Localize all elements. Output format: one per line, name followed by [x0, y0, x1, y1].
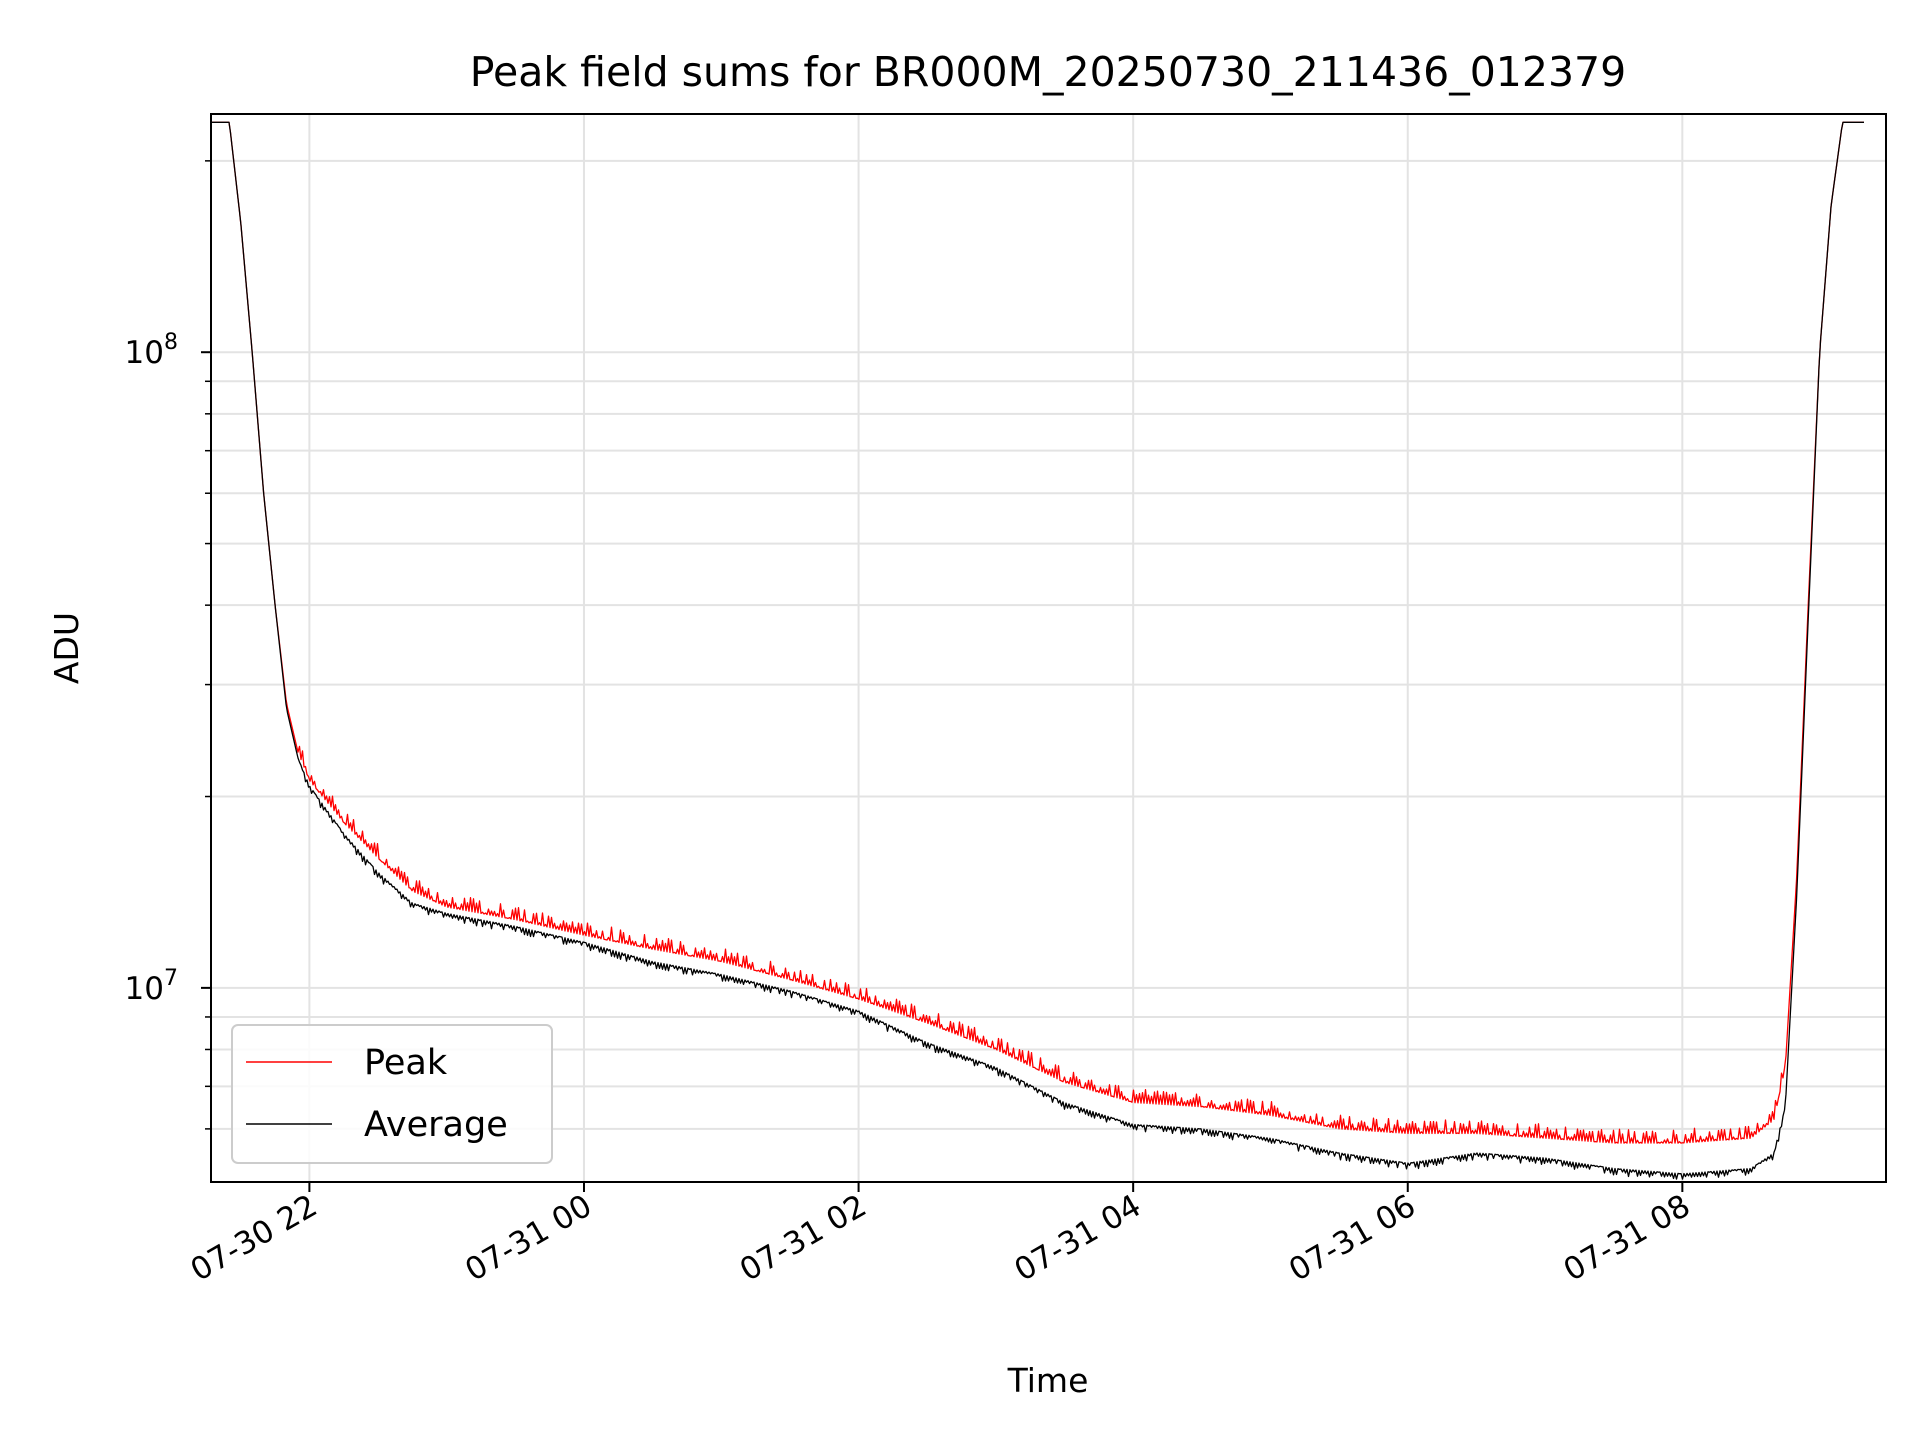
- chart-title: Peak field sums for BR000M_20250730_2114…: [470, 48, 1626, 96]
- series-line-average: [211, 121, 1864, 1180]
- x-axis-label: Time: [1007, 1361, 1089, 1400]
- legend-label-average: Average: [364, 1105, 508, 1145]
- y-tick-label: 108: [125, 330, 178, 371]
- y-axis-label: ADU: [47, 612, 86, 684]
- series-line-peak: [211, 121, 1864, 1144]
- legend-box: [231, 1024, 553, 1164]
- plot-frame: [210, 113, 1887, 1183]
- legend: Peak Average: [231, 1024, 553, 1164]
- series-lines: [211, 121, 1864, 1180]
- y-tick-label: 107: [125, 966, 178, 1007]
- legend-label-peak: Peak: [364, 1043, 448, 1083]
